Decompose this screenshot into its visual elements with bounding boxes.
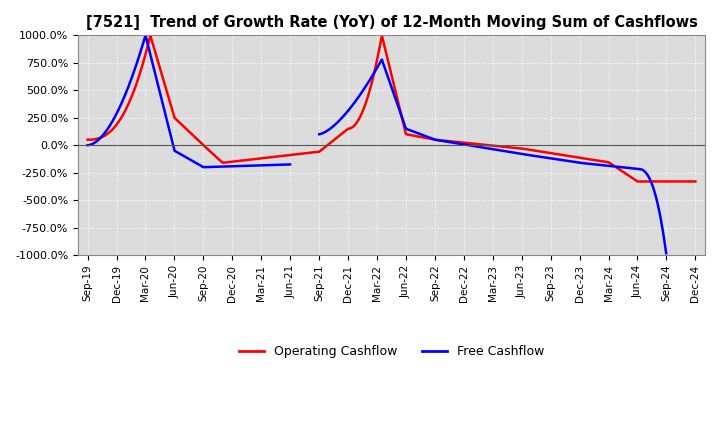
Legend: Operating Cashflow, Free Cashflow: Operating Cashflow, Free Cashflow [233,340,549,363]
Title: [7521]  Trend of Growth Rate (YoY) of 12-Month Moving Sum of Cashflows: [7521] Trend of Growth Rate (YoY) of 12-… [86,15,698,30]
